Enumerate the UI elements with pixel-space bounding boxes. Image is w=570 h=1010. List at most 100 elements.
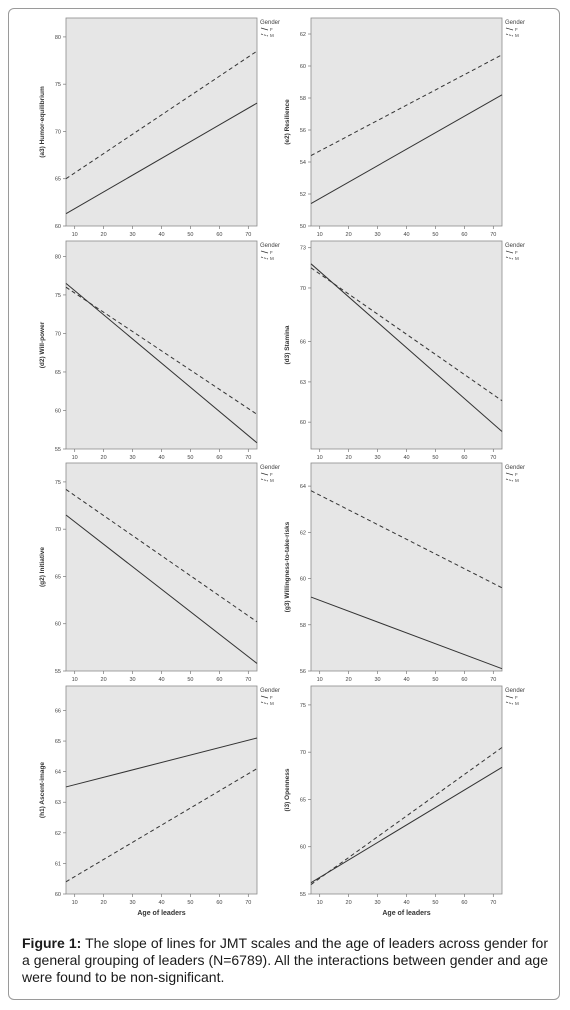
x-tick-label: 20: [101, 232, 107, 238]
y-tick-label: 60: [300, 577, 306, 583]
x-tick-label: 40: [403, 455, 409, 461]
x-tick-label: 50: [187, 455, 193, 461]
x-tick-label: 10: [317, 455, 323, 461]
legend-swatch-m: [505, 33, 514, 37]
y-tick-label: 65: [55, 177, 61, 183]
y-tick-label: 60: [300, 64, 306, 70]
legend-label-f: F: [515, 472, 518, 477]
x-axis-label: Age of leaders: [137, 910, 185, 917]
y-tick-label: 54: [300, 160, 306, 166]
y-tick-label: 64: [55, 770, 61, 776]
y-axis-label: (e2) Resilience: [284, 99, 291, 145]
y-tick-label: 80: [55, 35, 61, 41]
y-tick-label: 75: [55, 82, 61, 88]
legend-title: Gender: [260, 688, 280, 694]
chart-panel-7: 60 61 62 63 64 65 66 10 20 30 40 50 60 70 (h1) Ascent-…: [39, 685, 280, 917]
series-line-m: [65, 286, 258, 415]
legend-swatch-f: [260, 695, 269, 699]
x-tick-label: 60: [461, 455, 467, 461]
figure-panels: 60 65 70 75 80 10 20 30 40 50 60 70 (a3) Humor-equil…: [39, 17, 525, 917]
x-tick-label: 50: [187, 900, 193, 906]
legend-swatch-m: [505, 256, 514, 260]
chart-panel-8: 55 60 65 70 75 10 20 30 40 50 60 70 (i3) Openness Age…: [284, 685, 525, 917]
figure-caption: Figure 1: The slope of lines for JMT sca…: [22, 935, 548, 986]
legend-title: Gender: [505, 20, 525, 26]
y-axis-label: (g2) Initiative: [39, 547, 46, 587]
legend-swatch-f: [260, 250, 269, 254]
x-tick-label: 60: [461, 677, 467, 683]
legend-swatch-f: [505, 472, 514, 476]
y-tick-label: 60: [300, 845, 306, 851]
series-line-f: [310, 263, 503, 432]
y-tick-label: 58: [300, 623, 306, 629]
x-tick-label: 70: [245, 455, 251, 461]
y-tick-label: 70: [55, 527, 61, 533]
x-tick-label: 70: [245, 677, 251, 683]
y-tick-label: 63: [55, 800, 61, 806]
x-tick-label: 30: [129, 455, 135, 461]
legend-swatch-f: [260, 472, 269, 476]
x-tick-label: 10: [317, 677, 323, 683]
x-tick-label: 70: [490, 455, 496, 461]
y-tick-label: 58: [300, 96, 306, 102]
y-tick-label: 70: [55, 331, 61, 337]
series-line-m: [65, 489, 258, 623]
x-tick-label: 10: [317, 900, 323, 906]
x-tick-label: 50: [187, 677, 193, 683]
y-tick-label: 62: [300, 530, 306, 536]
legend-label-f: F: [515, 250, 518, 255]
legend-title: Gender: [505, 243, 525, 249]
x-tick-label: 50: [432, 455, 438, 461]
legend-label-m: M: [515, 33, 519, 38]
chart-panel-6: 56 58 60 62 64 10 20 30 40 50 60 70 (g3) Willingness…: [284, 462, 525, 683]
y-tick-label: 65: [300, 797, 306, 803]
y-tick-label: 63: [300, 380, 306, 386]
x-tick-label: 50: [187, 232, 193, 238]
y-tick-label: 56: [300, 669, 306, 675]
x-tick-label: 30: [129, 900, 135, 906]
series-line-f: [310, 596, 503, 670]
y-tick-label: 70: [300, 286, 306, 292]
y-tick-label: 55: [300, 892, 306, 898]
legend-label-m: M: [270, 33, 274, 38]
chart-panel-3: 55 60 65 70 75 80 10 20 30 40 50 60 70 (d2) Will-powe…: [39, 240, 280, 461]
y-tick-label: 61: [55, 861, 61, 867]
legend-label-m: M: [515, 701, 519, 706]
x-tick-label: 20: [101, 900, 107, 906]
plot-area: [310, 17, 503, 227]
legend-title: Gender: [505, 688, 525, 694]
x-tick-label: 70: [245, 232, 251, 238]
series-line-f: [65, 282, 258, 444]
y-axis-label: (d3) Stamina: [284, 325, 291, 364]
y-tick-label: 64: [300, 484, 306, 490]
plot-area: [65, 17, 258, 227]
plot-area: [65, 685, 258, 895]
y-tick-label: 62: [300, 32, 306, 38]
legend-label-f: F: [515, 695, 518, 700]
legend-swatch-m: [260, 256, 269, 260]
x-tick-label: 20: [346, 677, 352, 683]
x-tick-label: 40: [158, 677, 164, 683]
y-tick-label: 50: [300, 224, 306, 230]
y-tick-label: 65: [55, 574, 61, 580]
x-tick-label: 10: [72, 232, 78, 238]
legend-swatch-f: [260, 27, 269, 31]
x-tick-label: 40: [158, 232, 164, 238]
series-line-m: [65, 50, 258, 180]
legend-swatch-f: [505, 695, 514, 699]
x-tick-label: 10: [317, 232, 323, 238]
caption-label: Figure 1:: [22, 935, 82, 951]
y-tick-label: 60: [55, 224, 61, 230]
x-tick-label: 60: [461, 232, 467, 238]
y-tick-label: 65: [55, 739, 61, 745]
chart-panel-5: 55 60 65 70 75 10 20 30 40 50 60 70 (g2) Initiative G…: [39, 462, 280, 683]
legend-swatch-f: [505, 250, 514, 254]
chart-panel-1: 60 65 70 75 80 10 20 30 40 50 60 70 (a3) Humor-equil…: [39, 17, 280, 238]
legend-label-m: M: [515, 478, 519, 483]
x-tick-label: 20: [346, 900, 352, 906]
x-tick-label: 20: [101, 677, 107, 683]
y-tick-label: 66: [300, 340, 306, 346]
x-tick-label: 40: [158, 455, 164, 461]
series-line-f: [310, 94, 503, 205]
plot-area: [310, 240, 503, 450]
